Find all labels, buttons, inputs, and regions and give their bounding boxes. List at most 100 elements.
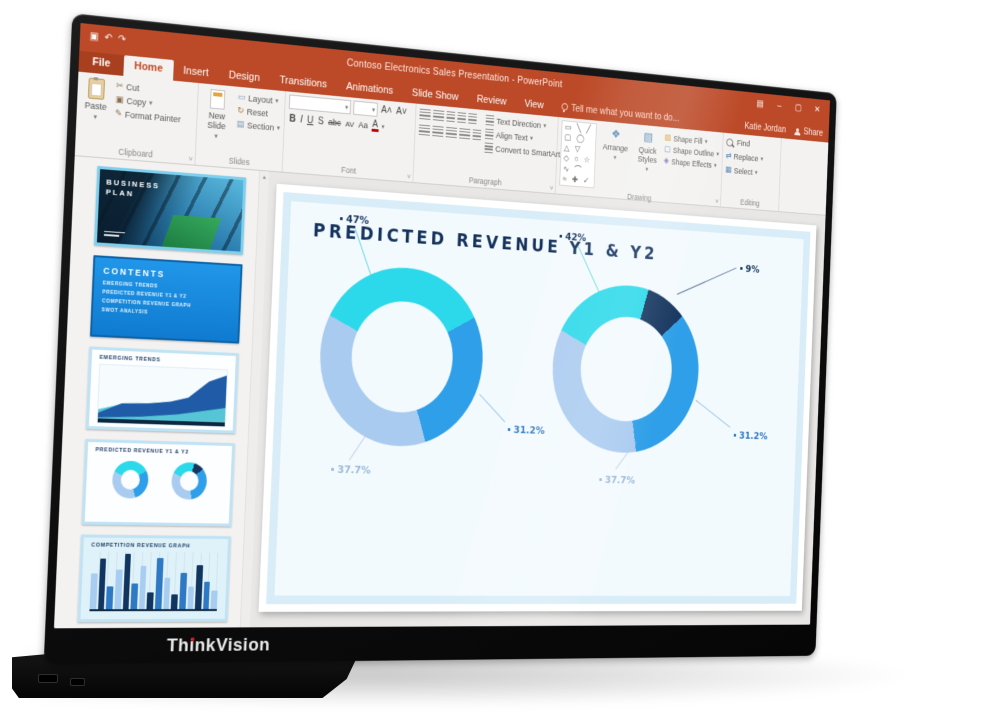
layout-button[interactable]: ▭ Layout ▾: [238, 92, 282, 107]
search-icon: [726, 137, 734, 147]
strikethrough-button[interactable]: abc: [327, 117, 342, 128]
columns-icon[interactable]: [472, 129, 482, 141]
cut-label: Cut: [126, 81, 140, 93]
group-editing: Find ⇄ Replace ▾ ▦ Select ▾: [720, 132, 782, 212]
data-label-31-2-y1: 31.2%: [508, 424, 545, 437]
thumb5-bar: [89, 573, 98, 610]
line-spacing-icon[interactable]: [468, 113, 477, 125]
thumbnail-slide-2[interactable]: CONTENTS EMERGING TRENDS PREDICTED REVEN…: [89, 254, 243, 344]
bullets-icon[interactable]: [419, 108, 431, 120]
font-size-select[interactable]: ▾: [353, 100, 378, 117]
donut-chart-y2[interactable]: [549, 281, 702, 455]
bold-button[interactable]: B: [289, 113, 296, 125]
dialog-launcher-icon[interactable]: ˅: [715, 197, 719, 206]
close-icon[interactable]: ✕: [814, 104, 821, 115]
mini-donut-y2: [170, 462, 208, 501]
data-label-31-2-y2: 31.2%: [734, 430, 768, 442]
align-left-icon[interactable]: [418, 124, 431, 136]
current-slide[interactable]: PREDICTED REVENUE Y1 & Y2 47: [258, 183, 817, 612]
convert-smartart-button[interactable]: Convert to SmartArt ▾: [484, 142, 565, 159]
ribbon-options-icon[interactable]: ▤: [756, 98, 764, 110]
reset-button[interactable]: ↻ Reset: [237, 105, 281, 119]
numbering-icon[interactable]: [432, 109, 445, 122]
font-color-button[interactable]: A: [371, 119, 380, 133]
shrink-font-button[interactable]: A˅: [395, 106, 408, 118]
dialog-launcher-icon[interactable]: ˅: [549, 183, 554, 193]
smartart-label: Convert to SmartArt: [495, 143, 561, 159]
replace-button[interactable]: ⇄ Replace ▾: [725, 150, 764, 163]
thumb4-donuts: [86, 460, 232, 501]
restore-icon[interactable]: ▢: [794, 102, 802, 114]
indent-decrease-icon[interactable]: [446, 111, 456, 123]
grow-font-button[interactable]: A˄: [380, 105, 393, 117]
chevron-down-icon: ▾: [93, 113, 98, 122]
thumbnail-slide-5[interactable]: COMPETITION REVENUE GRAPH: [77, 534, 231, 623]
group-slides: New Slide ▾ ▭ Layout ▾ ↻ Reset: [195, 83, 286, 172]
arrange-icon: ❖: [611, 126, 621, 141]
find-button[interactable]: Find: [726, 137, 764, 149]
format-painter-button[interactable]: ✎ Format Painter: [115, 108, 181, 125]
shapes-gallery[interactable]: ▭ ╲ ╱ ▢ ◯ △ ▽ ◇ ○ ☆ ∿ ⌒ ≈ ✚ ✓: [559, 120, 597, 189]
copy-label: Copy: [126, 95, 147, 108]
usb-c-port: [38, 674, 58, 683]
layout-icon: ▭: [237, 91, 246, 102]
account-name[interactable]: Katie Jordan: [744, 121, 787, 136]
find-label: Find: [736, 138, 751, 149]
thumb5-bar: [202, 582, 211, 610]
select-button[interactable]: ▦ Select ▾: [725, 164, 758, 177]
font-name-select[interactable]: ▾: [288, 94, 352, 115]
minimize-icon[interactable]: –: [777, 101, 782, 112]
align-right-icon[interactable]: [445, 126, 458, 139]
cut-icon: ✂: [116, 80, 124, 91]
thumb5-bar: [178, 572, 187, 610]
shape-effects-icon: ◈: [663, 155, 670, 165]
thumbnail-slide-3[interactable]: EMERGING TRENDS: [85, 346, 239, 434]
text-shadow-button[interactable]: S: [317, 115, 324, 127]
quick-access-toolbar: ▣ ↶ ↷: [89, 31, 126, 46]
shape-fill-icon: ▨: [664, 132, 672, 142]
thumb5-bar: [105, 586, 114, 610]
brand-text: nkVision: [194, 634, 271, 656]
thumb1-caption-lines: [103, 229, 126, 237]
justify-icon[interactable]: [459, 128, 471, 140]
italic-button[interactable]: I: [299, 114, 303, 125]
dialog-launcher-icon[interactable]: ˅: [406, 172, 412, 181]
change-case-button[interactable]: Aa: [358, 119, 369, 131]
slide-frame: PREDICTED REVENUE Y1 & Y2 47: [266, 191, 811, 605]
new-slide-button[interactable]: New Slide ▾: [200, 86, 233, 143]
undo-icon[interactable]: ↶: [104, 32, 113, 45]
thumb5-bar: [162, 578, 171, 610]
quick-styles-button[interactable]: ▧ Quick Styles ▾: [637, 129, 658, 174]
thumb5-bar: [138, 565, 147, 610]
indent-increase-icon[interactable]: [457, 112, 467, 124]
align-text-icon: [484, 128, 494, 140]
underline-button[interactable]: U: [306, 114, 314, 126]
thumb5-bar: [97, 558, 107, 610]
donut-chart-y1[interactable]: [316, 262, 487, 449]
thumb5-bar: [210, 590, 218, 610]
leader-line: [676, 267, 737, 295]
section-button[interactable]: ▤ Section ▾: [236, 119, 280, 133]
save-icon[interactable]: ▣: [89, 30, 99, 43]
quick-styles-label: Quick Styles: [637, 145, 658, 165]
chevron-down-icon: ▾: [148, 99, 153, 107]
quick-styles-icon: ▧: [643, 129, 654, 144]
format-painter-label: Format Painter: [124, 109, 182, 124]
thumbnail-slide-1[interactable]: BUSINESS PLAN: [93, 165, 247, 255]
layout-label: Layout: [248, 93, 273, 105]
redo-icon[interactable]: ↷: [117, 33, 127, 46]
paste-button[interactable]: Paste ▾: [80, 75, 112, 124]
thumbnail-slide-4[interactable]: PREDICTED REVENUE Y1 & Y2: [81, 439, 235, 527]
dialog-launcher-icon[interactable]: ˅: [188, 154, 194, 164]
shapes-row: ▭ ╲ ╱ ▢ ◯: [564, 122, 593, 144]
thumb1-green-shape: [161, 214, 222, 250]
thumb1-title: BUSINESS PLAN: [105, 177, 161, 199]
character-spacing-button[interactable]: AV: [345, 119, 355, 129]
window-controls: ▤ – ▢ ✕: [750, 98, 827, 115]
arrange-button[interactable]: ❖ Arrange ▾: [602, 126, 629, 162]
share-button[interactable]: Share: [795, 126, 823, 138]
data-label-42: 42%: [559, 230, 587, 244]
align-center-icon[interactable]: [432, 125, 444, 137]
new-slide-label: New Slide: [207, 110, 226, 132]
shapes-row: ∿ ⌒ ≈ ✚ ✓: [562, 163, 591, 186]
